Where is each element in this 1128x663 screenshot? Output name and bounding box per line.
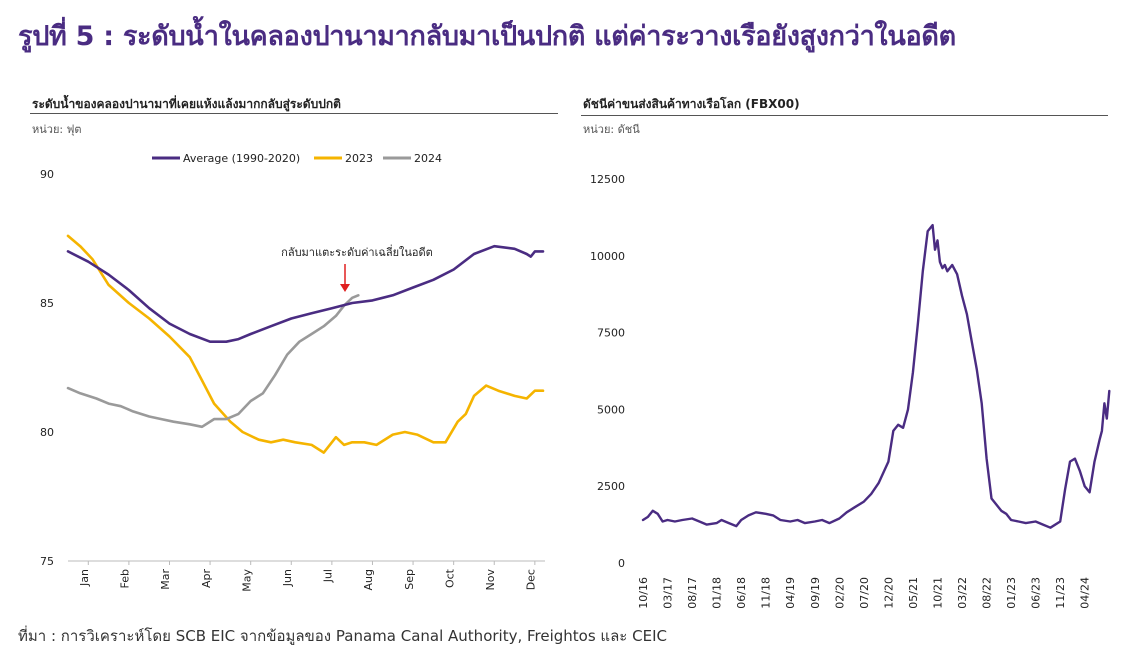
- left-xtick-label: Aug: [362, 569, 375, 590]
- right-xtick-label: 04/19: [784, 577, 797, 609]
- water-level-chart: Average (1990-2020) 2023 2024 75 80 85 90 J…: [40, 152, 545, 592]
- fbx-index-chart: 0 2500 5000 7500 10000 12500 10/16 03/17 08/17 0…: [590, 173, 1111, 609]
- page-title: รูปที่ 5 : ระดับน้ำในคลองปานามากลับมาเป็…: [18, 21, 956, 52]
- left-xtick-label: Dec: [525, 569, 538, 590]
- series-line-fbx00: [641, 223, 1111, 529]
- right-xtick-label: 06/23: [1030, 577, 1043, 609]
- right-xtick-label: 12/20: [882, 577, 895, 609]
- right-xtick-label: 05/21: [907, 577, 920, 609]
- legend-label-2023: 2023: [345, 152, 373, 165]
- right-ytick-label: 0: [618, 557, 625, 570]
- left-xtick-label: Jun: [281, 569, 294, 587]
- left-ytick-label: 90: [40, 168, 54, 181]
- right-xtick-label: 04/24: [1079, 577, 1092, 609]
- left-xtick-label: Apr: [200, 569, 213, 589]
- series-line-average-1990-2020: [66, 244, 545, 343]
- right-ytick-label: 10000: [590, 250, 625, 263]
- right-ytick-label: 5000: [597, 403, 625, 416]
- legend-label-2024: 2024: [414, 152, 442, 165]
- legend-label-average: Average (1990-2020): [183, 152, 300, 165]
- right-ytick-label: 2500: [597, 480, 625, 493]
- series-line-2023: [66, 234, 545, 454]
- left-ytick-label: 75: [40, 555, 54, 568]
- right-xtick-label: 06/18: [735, 577, 748, 609]
- source-note: ที่มา : การวิเคราะห์โดย SCB EIC จากข้อมู…: [18, 627, 667, 645]
- right-xtick-label: 01/18: [711, 577, 724, 609]
- right-xtick-label: 11/18: [760, 577, 773, 609]
- right-xtick-label: 10/16: [637, 577, 650, 609]
- right-xtick-label: 07/20: [858, 577, 871, 609]
- left-xtick-label: Oct: [443, 568, 456, 588]
- annotation-arrow-head: [340, 284, 350, 292]
- right-ytick-label: 7500: [597, 327, 625, 340]
- right-chart-unit: หน่วย: ดัชนี: [583, 123, 640, 136]
- left-chart-title: ระดับน้ำของคลองปานามาที่เคยแห้งแล้งมากกล…: [32, 97, 341, 111]
- right-xtick-label: 08/17: [686, 577, 699, 609]
- left-ytick-label: 80: [40, 426, 54, 439]
- right-xtick-label: 08/22: [981, 577, 994, 609]
- right-ytick-label: 12500: [590, 173, 625, 186]
- left-chart-rule: [30, 113, 558, 114]
- left-xtick-label: Sep: [403, 569, 416, 590]
- left-xtick-label: Jul: [322, 569, 335, 583]
- right-chart-title: ดัชนีค่าขนส่งสินค้าทางเรือโลก (FBX00): [583, 97, 800, 111]
- right-xtick-label: 03/17: [662, 577, 675, 609]
- left-chart-unit: หน่วย: ฟุต: [32, 123, 82, 136]
- right-xtick-label: 01/23: [1005, 577, 1018, 609]
- series-line-2024: [66, 294, 360, 429]
- left-xtick-label: Mar: [159, 569, 172, 590]
- left-xtick-label: Jan: [78, 569, 91, 587]
- annotation-text: กลับมาแตะระดับค่าเฉลี่ยในอดีต: [281, 244, 433, 259]
- left-xtick-label: Feb: [119, 569, 132, 588]
- right-xtick-label: 10/21: [931, 577, 944, 609]
- left-legend: Average (1990-2020) 2023 2024: [152, 152, 442, 165]
- right-xtick-label: 02/20: [833, 577, 846, 609]
- right-xtick-label: 03/22: [956, 577, 969, 609]
- right-xtick-label: 09/19: [809, 577, 822, 609]
- right-chart-rule: [581, 115, 1108, 116]
- left-xtick-label: Nov: [484, 569, 497, 591]
- left-xtick-label: May: [240, 569, 253, 592]
- left-ytick-label: 85: [40, 297, 54, 310]
- right-xtick-label: 11/23: [1054, 577, 1067, 609]
